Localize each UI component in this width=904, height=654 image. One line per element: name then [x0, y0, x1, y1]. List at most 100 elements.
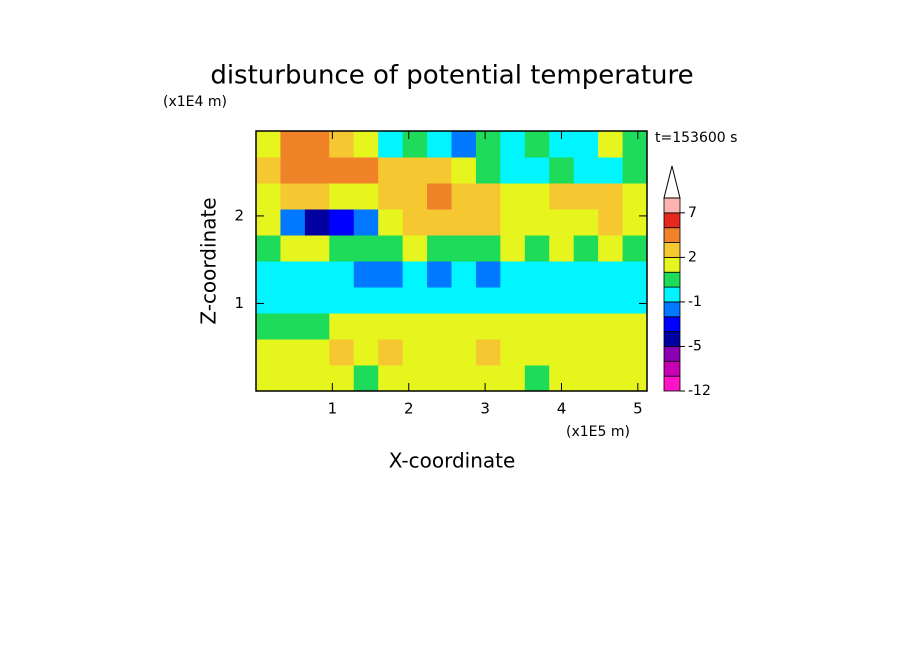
contour-cell [622, 209, 648, 236]
colorbar-box [663, 227, 681, 243]
contour-cell [329, 261, 355, 288]
contour-cell [427, 339, 452, 366]
time-label: t=153600 s [655, 130, 737, 146]
contour-cell [524, 131, 550, 158]
contour-cell [280, 235, 306, 262]
contour-cell [500, 235, 526, 262]
contour-cell [353, 339, 379, 366]
contour-cell [402, 261, 428, 288]
colorbar-box [663, 360, 681, 377]
contour-cell [598, 235, 624, 262]
contour-cell [329, 339, 355, 366]
contour-cell [549, 261, 575, 288]
contour-cell [378, 157, 404, 184]
contour-cell [524, 313, 550, 340]
contour-cell [549, 287, 575, 314]
contour-cell [573, 287, 599, 314]
contour-cell [451, 157, 477, 184]
contour-cell [256, 287, 281, 314]
y-tick-label: 2 [234, 206, 244, 224]
colorbar-tick-label: -12 [688, 383, 711, 399]
contour-cell [573, 131, 599, 158]
contour-cell [378, 339, 404, 366]
contour-cell [402, 157, 428, 184]
contour-cell [598, 209, 624, 236]
contour-cell [256, 313, 281, 340]
contour-cell [475, 183, 501, 210]
contour-cell [378, 183, 404, 210]
colorbar-box [663, 197, 681, 214]
contour-cell [622, 183, 648, 210]
contour-cell [451, 131, 477, 158]
contour-cell [500, 365, 526, 392]
contour-cell [451, 287, 477, 314]
contour-cell [280, 157, 306, 184]
contour-cell [304, 287, 330, 314]
contour-cell [378, 235, 404, 262]
colorbar-box [663, 316, 681, 333]
contour-cell [353, 261, 379, 288]
contour-cell [256, 261, 281, 288]
contour-cell [402, 209, 428, 236]
contour-cell [329, 365, 355, 392]
colorbar-box [663, 286, 681, 303]
contour-cell [427, 131, 452, 158]
contour-cell [622, 157, 648, 184]
contour-cell [256, 131, 281, 158]
colorbar-box [663, 212, 681, 229]
contour-cell [329, 131, 355, 158]
contour-cell [427, 235, 452, 262]
contour-cell [280, 365, 306, 392]
contour-cell [402, 287, 428, 314]
contour-cell [475, 339, 501, 366]
colorbar-box [663, 256, 681, 273]
contour-cell [280, 261, 306, 288]
contour-cell [573, 235, 599, 262]
contour-cell [524, 339, 550, 366]
contour-cell [402, 365, 428, 392]
contour-cell [353, 235, 379, 262]
contour-cell [427, 209, 452, 236]
contour-cell [573, 365, 599, 392]
contour-cell [378, 365, 404, 392]
colorbar-tick-label: -1 [688, 294, 702, 310]
contour-cell [598, 365, 624, 392]
x-unit: (x1E5 m) [566, 424, 630, 440]
contour-cell [500, 313, 526, 340]
contour-cell [524, 183, 550, 210]
contour-cell [427, 183, 452, 210]
contour-cell [598, 287, 624, 314]
y-axis-label: Z-coordinate [197, 197, 221, 324]
contour-cell [378, 287, 404, 314]
contour-cell [475, 365, 501, 392]
contour-cell [475, 313, 501, 340]
colorbar-over [663, 165, 681, 199]
contour-cell [622, 131, 648, 158]
contour-cell [256, 235, 281, 262]
contour-cell [500, 209, 526, 236]
contour-cell [549, 209, 575, 236]
contour-cell [280, 339, 306, 366]
contour-cell [256, 209, 281, 236]
contour-cell [524, 287, 550, 314]
contour-cell [451, 313, 477, 340]
contour-cell [598, 261, 624, 288]
x-tick-label: 4 [557, 400, 567, 418]
x-axis-label: X-coordinate [389, 449, 516, 473]
contour-cell [353, 365, 379, 392]
contour-cell [304, 157, 330, 184]
x-tick-label: 5 [633, 400, 643, 418]
contour-cell [524, 235, 550, 262]
contour-cell [573, 209, 599, 236]
contour-cell [402, 339, 428, 366]
x-tick-label: 2 [404, 400, 414, 418]
contour-cell [500, 183, 526, 210]
contour-cell [622, 235, 648, 262]
contour-cell [451, 235, 477, 262]
contour-cell [304, 365, 330, 392]
contour-cell [622, 365, 648, 392]
contour-cell [573, 339, 599, 366]
contour-cell [256, 339, 281, 366]
x-tick-label: 1 [328, 400, 338, 418]
